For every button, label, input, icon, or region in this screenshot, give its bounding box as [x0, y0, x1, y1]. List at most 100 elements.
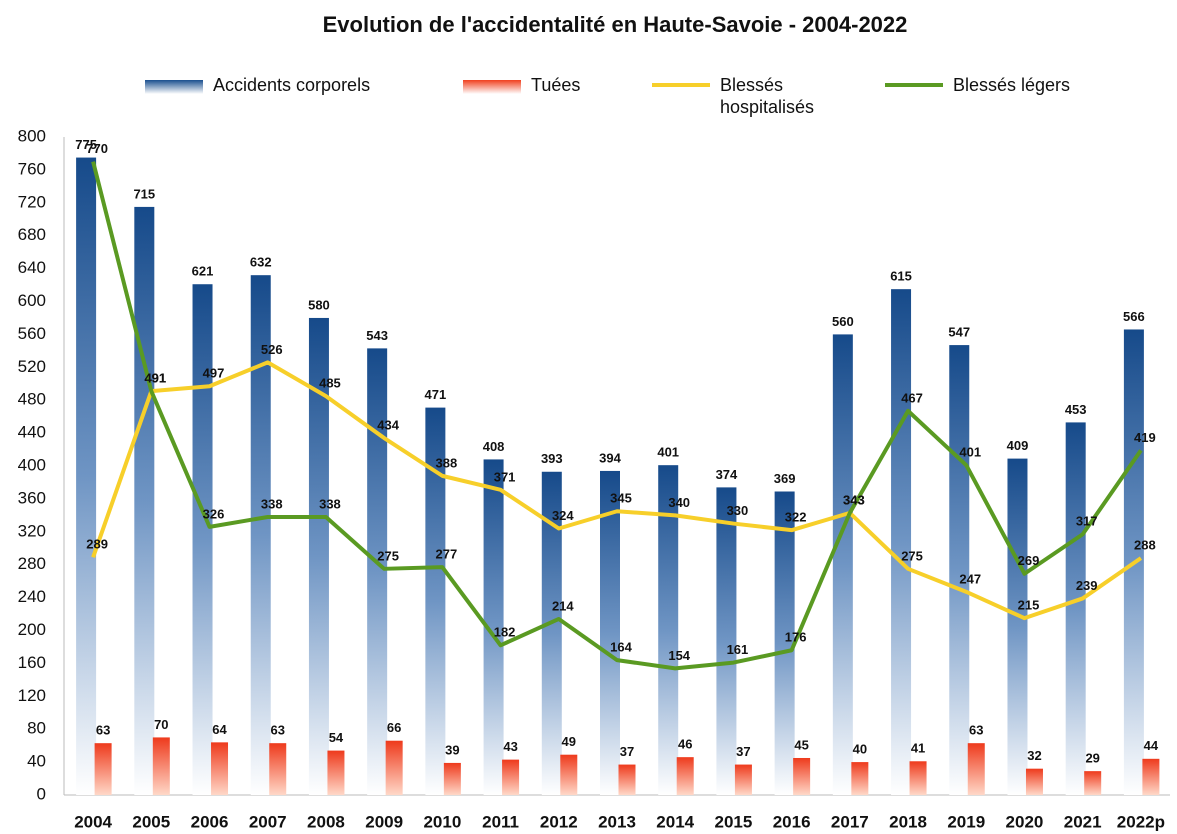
legend-swatch: [463, 80, 521, 94]
bar: [134, 206, 155, 796]
data-label: 409: [1007, 438, 1029, 453]
data-label: 467: [901, 390, 923, 405]
line: [91, 161, 1143, 671]
bar: [76, 157, 97, 795]
data-label: 176: [785, 630, 807, 645]
data-label: 70: [154, 717, 168, 732]
y-tick-label: 280: [18, 554, 46, 573]
data-label: 471: [425, 387, 447, 402]
data-label: 63: [271, 723, 285, 738]
x-tick-label: 2007: [249, 812, 287, 831]
bar: [658, 465, 679, 795]
bar: [541, 471, 562, 795]
data-label: 324: [552, 508, 574, 523]
bar: [676, 757, 694, 795]
data-label: 340: [668, 495, 690, 510]
bar: [1084, 771, 1102, 795]
bar: [600, 470, 620, 795]
y-tick-label: 640: [18, 258, 46, 277]
data-label: 497: [203, 366, 225, 381]
bar: [1007, 458, 1028, 795]
bar: [483, 459, 504, 795]
y-tick-label: 480: [18, 390, 46, 409]
data-label: 317: [1076, 514, 1098, 529]
bar: [734, 764, 752, 795]
data-label: 239: [1076, 578, 1098, 593]
data-label: 66: [387, 720, 401, 735]
data-label: 37: [736, 744, 750, 759]
data-label: 345: [610, 491, 632, 506]
data-label: 485: [319, 376, 341, 391]
bar: [308, 317, 329, 795]
x-tick-label: 2012: [540, 812, 578, 831]
bar: [94, 743, 112, 795]
x-tick-label: 2006: [191, 812, 229, 831]
bar: [192, 284, 213, 795]
legend-item: Blessés légers: [885, 74, 1071, 96]
data-label: 526: [261, 342, 283, 357]
data-label: 615: [890, 269, 912, 284]
data-label: 326: [203, 506, 225, 521]
y-tick-label: 80: [27, 719, 46, 738]
x-tick-label: 2020: [1006, 812, 1044, 831]
y-tick-label: 320: [18, 521, 46, 540]
y-tick-label: 360: [18, 488, 46, 507]
data-label: 43: [503, 739, 517, 754]
data-label: 388: [436, 455, 458, 470]
bar: [832, 334, 853, 795]
data-label: 374: [716, 467, 738, 482]
y-tick-label: 680: [18, 225, 46, 244]
x-tick-label: 2016: [773, 812, 811, 831]
data-label: 343: [843, 492, 865, 507]
x-tick-label: 2015: [715, 812, 753, 831]
y-tick-label: 560: [18, 324, 46, 343]
x-tick-label: 2013: [598, 812, 636, 831]
x-tick-label: 2010: [423, 812, 461, 831]
y-tick-label: 0: [37, 784, 46, 803]
x-tick-label: 2005: [132, 812, 170, 831]
bar: [425, 407, 446, 795]
data-label: 49: [562, 734, 576, 749]
y-tick-label: 600: [18, 291, 46, 310]
bar: [774, 491, 795, 795]
data-label: 41: [911, 741, 925, 756]
x-tick-label: 2008: [307, 812, 345, 831]
data-label: 63: [96, 723, 110, 738]
legend-swatch: [145, 80, 203, 94]
data-label: 632: [250, 255, 272, 270]
data-label: 369: [774, 471, 796, 486]
data-label: 214: [552, 598, 574, 613]
y-tick-label: 40: [27, 752, 46, 771]
y-tick-label: 520: [18, 357, 46, 376]
bar: [269, 743, 287, 795]
legend-label: Accidents corporels: [213, 75, 371, 95]
data-label: 770: [86, 141, 108, 156]
x-tick-label: 2009: [365, 812, 403, 831]
data-label: 401: [657, 445, 679, 460]
data-label: 39: [445, 742, 459, 757]
data-label: 394: [599, 450, 621, 465]
data-label: 621: [192, 264, 214, 279]
y-tick-label: 440: [18, 423, 46, 442]
data-label: 419: [1134, 430, 1156, 445]
data-label: 580: [308, 297, 330, 312]
bar: [327, 750, 345, 795]
line: [91, 360, 1143, 621]
legend-item: Accidents corporels: [145, 74, 413, 96]
data-label: 161: [727, 642, 749, 657]
data-label: 164: [610, 640, 632, 655]
data-label: 371: [494, 469, 516, 484]
data-label: 215: [1018, 598, 1040, 613]
bar: [560, 754, 578, 795]
bar: [250, 275, 271, 795]
data-label: 543: [366, 328, 388, 343]
x-tick-label: 2019: [947, 812, 985, 831]
bar: [1025, 768, 1043, 795]
data-label: 330: [727, 503, 749, 518]
legend-label: Blessés hospitalisés: [720, 75, 815, 117]
x-tick-label: 2011: [482, 812, 519, 831]
legend-item: Blessés hospitalisés: [652, 74, 838, 118]
bar: [502, 759, 520, 795]
bar: [367, 348, 388, 795]
bar: [385, 740, 403, 795]
